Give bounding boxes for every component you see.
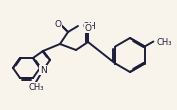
Text: N: N — [40, 65, 46, 74]
Text: CH₃: CH₃ — [28, 82, 44, 92]
Text: CH₃: CH₃ — [156, 38, 172, 47]
Text: O: O — [84, 24, 92, 32]
Text: O: O — [55, 19, 61, 28]
Text: OH: OH — [83, 21, 97, 30]
